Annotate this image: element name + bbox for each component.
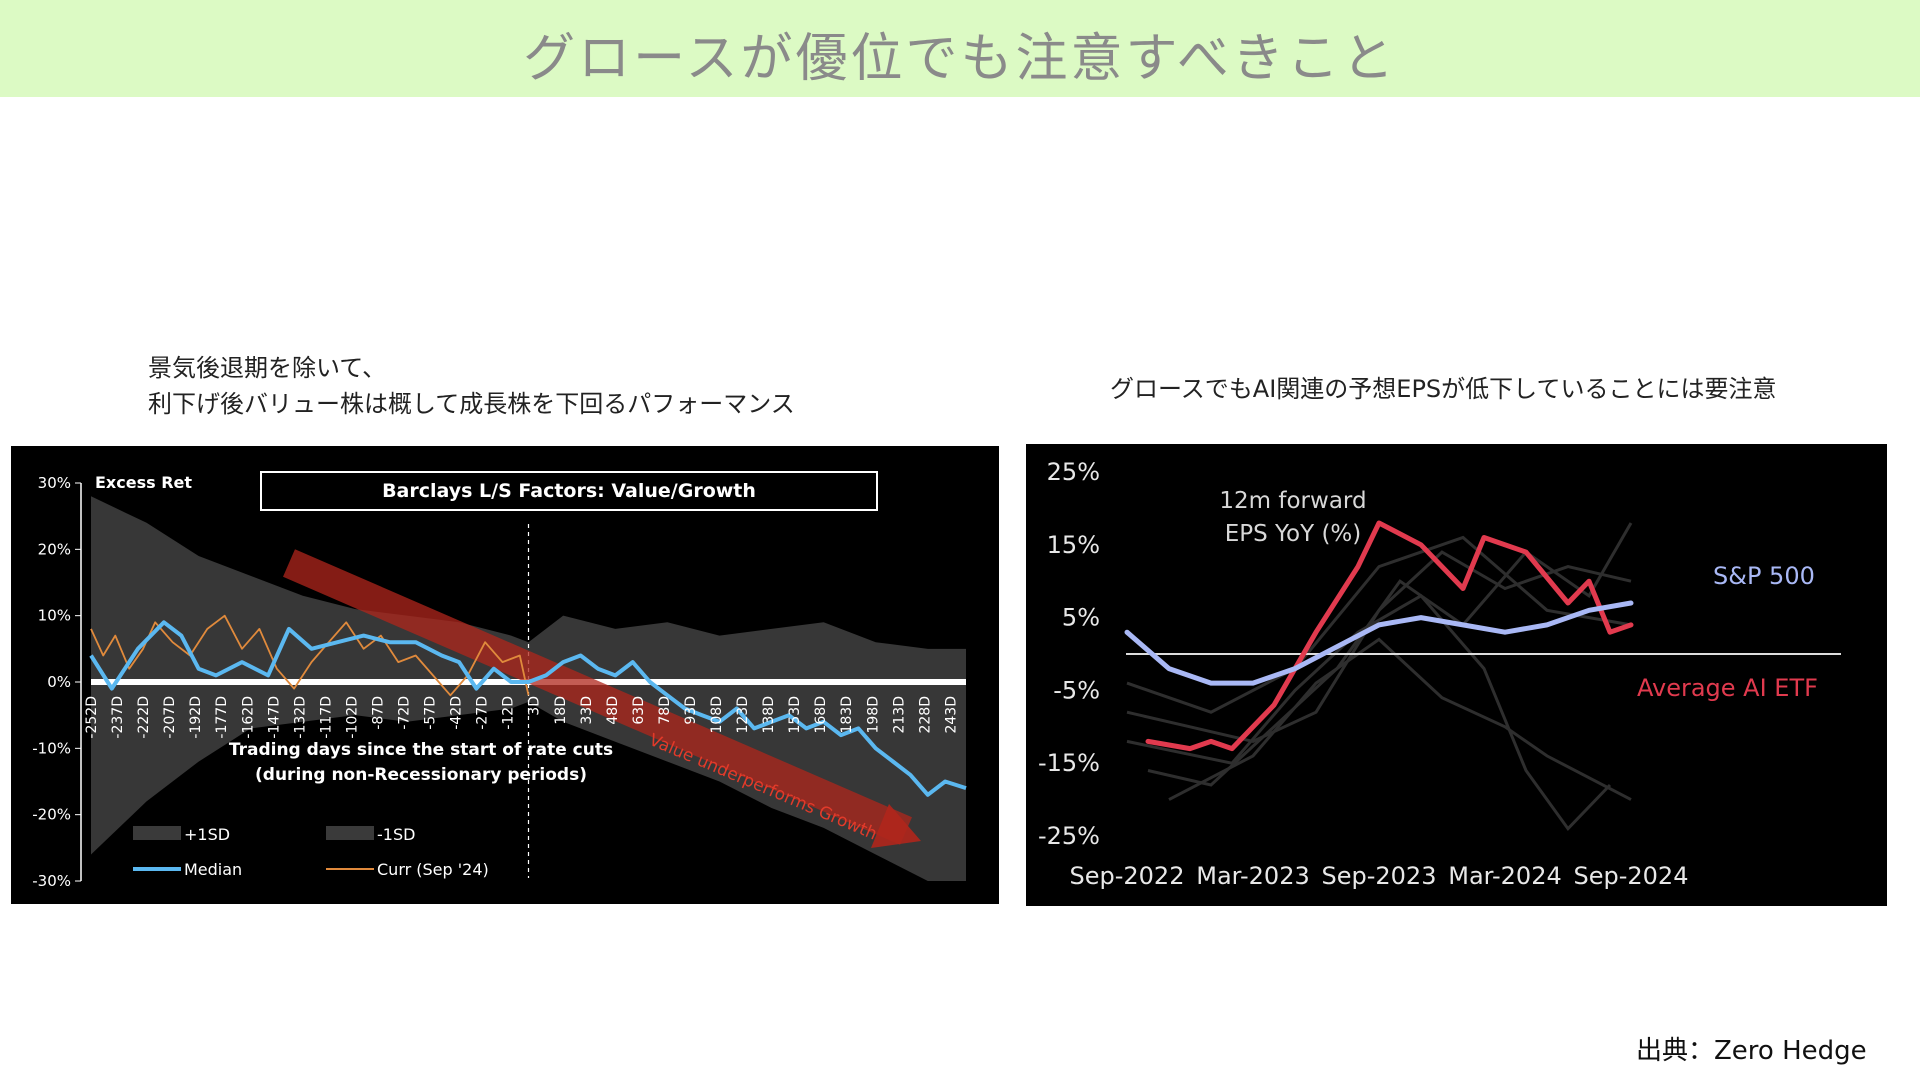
left-caption-line1: 景気後退期を除いて、: [148, 354, 387, 382]
legend-label-1sd: -1SD: [377, 825, 415, 844]
y-tick-label: 20%: [38, 540, 71, 558]
y-tick-label: -30%: [32, 872, 71, 890]
value-growth-chart: Value underperforms Growth 30% 20% 10% 0% -10…: [11, 446, 999, 904]
x-tick-label: 48D: [605, 696, 621, 725]
background-etf-line: [1126, 593, 1612, 832]
source-credit: 出典：Zero Hedge: [1636, 1036, 1867, 1066]
x-tick-label: -177D: [214, 696, 230, 739]
x-tick-label: -27D: [475, 696, 491, 730]
x-tick-label: -102D: [344, 696, 360, 739]
x-tick-label: -42D: [449, 696, 465, 730]
x-tick-label: 18D: [553, 696, 569, 725]
x-tick-label: -117D: [318, 696, 334, 739]
y-tick-label: -10%: [32, 739, 71, 757]
legend-label-1sd: +1SD: [184, 825, 230, 844]
x-tick-label: Mar-2023: [1196, 862, 1309, 890]
x-tick-label: 108D: [709, 696, 725, 734]
x-tick-label: -222D: [136, 696, 152, 739]
y-tick-label: 15%: [1047, 531, 1100, 559]
x-tick-label: -207D: [162, 696, 178, 739]
x-tick-label: -87D: [371, 696, 387, 730]
x-tick-label: 3D: [527, 696, 543, 716]
x-tick-label: -192D: [188, 696, 204, 739]
legend-swatch-1sd: [326, 826, 374, 840]
y-tick-label: -20%: [32, 806, 71, 824]
y-tick-label: 10%: [38, 607, 71, 625]
trend-arrow-head: [871, 804, 921, 848]
series-median-line: [89, 620, 967, 797]
eps-yoy-chart-svg: 25% 15% 5% -5% -15% -25% Sep-2022 Mar-2023 Sep-2…: [1038, 458, 1841, 890]
title-banner: グロースが優位でも注意すべきこと: [0, 0, 1920, 97]
x-tick-label: 33D: [579, 696, 595, 725]
y-axis-label: Excess Ret: [95, 473, 192, 492]
chart-title-box: [260, 471, 878, 511]
background-etf-line: [1168, 637, 1632, 801]
value-growth-chart-svg: Value underperforms Growth30%20%10%0%-10…: [32, 471, 967, 890]
y-tick-label: 0%: [47, 673, 71, 691]
x-tick-label: 153D: [787, 696, 803, 734]
x-axis-label: (during non-Recessionary periods): [255, 765, 587, 785]
x-tick-label: -162D: [240, 696, 256, 739]
background-etf-line: [1126, 535, 1632, 714]
x-tick-label: 78D: [657, 696, 673, 725]
x-tick-label: -57D: [423, 696, 439, 730]
series-sp500-line: [1124, 600, 1634, 686]
y-axis-label: EPS YoY (%): [1225, 521, 1362, 547]
x-tick-label: -72D: [397, 696, 413, 730]
eps-yoy-chart: 25% 15% 5% -5% -15% -25% Sep-2022 Mar-2023 Sep-2…: [1026, 444, 1887, 906]
y-tick-label: 5%: [1062, 604, 1100, 632]
left-caption-line2: 利下げ後バリュー株は概して成長株を下回るパフォーマンス: [148, 390, 795, 418]
x-tick-label: Sep-2023: [1322, 862, 1437, 890]
background-etf-line: [1126, 550, 1632, 743]
right-chart-caption: グロースでもAI関連の予想EPSが低下していることには要注意: [1110, 375, 1777, 403]
x-tick-label: 213D: [891, 696, 907, 734]
x-tick-label: -237D: [110, 696, 126, 739]
y-axis-label: 12m forward: [1219, 488, 1366, 514]
x-tick-label: 63D: [631, 696, 647, 725]
x-tick-label: -252D: [84, 696, 100, 739]
y-tick-label: -5%: [1053, 676, 1100, 704]
page-title: グロースが優位でも注意すべきこと: [523, 29, 1397, 89]
x-axis-label: Trading days since the start of rate cut…: [229, 740, 613, 760]
sd-band-area: [91, 496, 966, 881]
trend-arrow-shaft: [283, 549, 912, 845]
series-label-average-ai-etf: Average AI ETF: [1637, 674, 1818, 702]
legend-label-median: Median: [184, 860, 242, 879]
legend-swatch-1sd: [133, 826, 181, 840]
chart-title: Barclays L/S Factors: Value/Growth: [382, 480, 756, 502]
y-tick-label: -25%: [1038, 822, 1100, 850]
x-tick-label: -147D: [266, 696, 282, 739]
legend-label-curr-sep-24: Curr (Sep '24): [377, 860, 489, 879]
x-tick-label: 183D: [839, 696, 855, 734]
x-tick-label: 198D: [865, 696, 881, 734]
x-tick-label: 93D: [683, 696, 699, 725]
y-tick-label: 30%: [38, 474, 71, 492]
x-tick-label: 138D: [761, 696, 777, 734]
x-tick-label: 243D: [943, 696, 959, 734]
left-chart-caption: 景気後退期を除いて、 利下げ後バリュー株は概して成長株を下回るパフォーマンス: [148, 350, 795, 422]
x-tick-label: Sep-2024: [1574, 862, 1689, 890]
x-tick-label: 228D: [917, 696, 933, 734]
series-average-ai-etf-line: [1145, 520, 1634, 752]
y-tick-label: 25%: [1047, 458, 1100, 486]
x-tick-label: 123D: [735, 696, 751, 734]
x-tick-label: -132D: [292, 696, 308, 739]
x-tick-label: 168D: [813, 696, 829, 734]
x-tick-label: -12D: [501, 696, 517, 730]
x-tick-label: Sep-2022: [1070, 862, 1185, 890]
x-tick-label: Mar-2024: [1448, 862, 1561, 890]
series-label-sp500: S&P 500: [1713, 562, 1815, 590]
y-tick-label: -15%: [1038, 749, 1100, 777]
